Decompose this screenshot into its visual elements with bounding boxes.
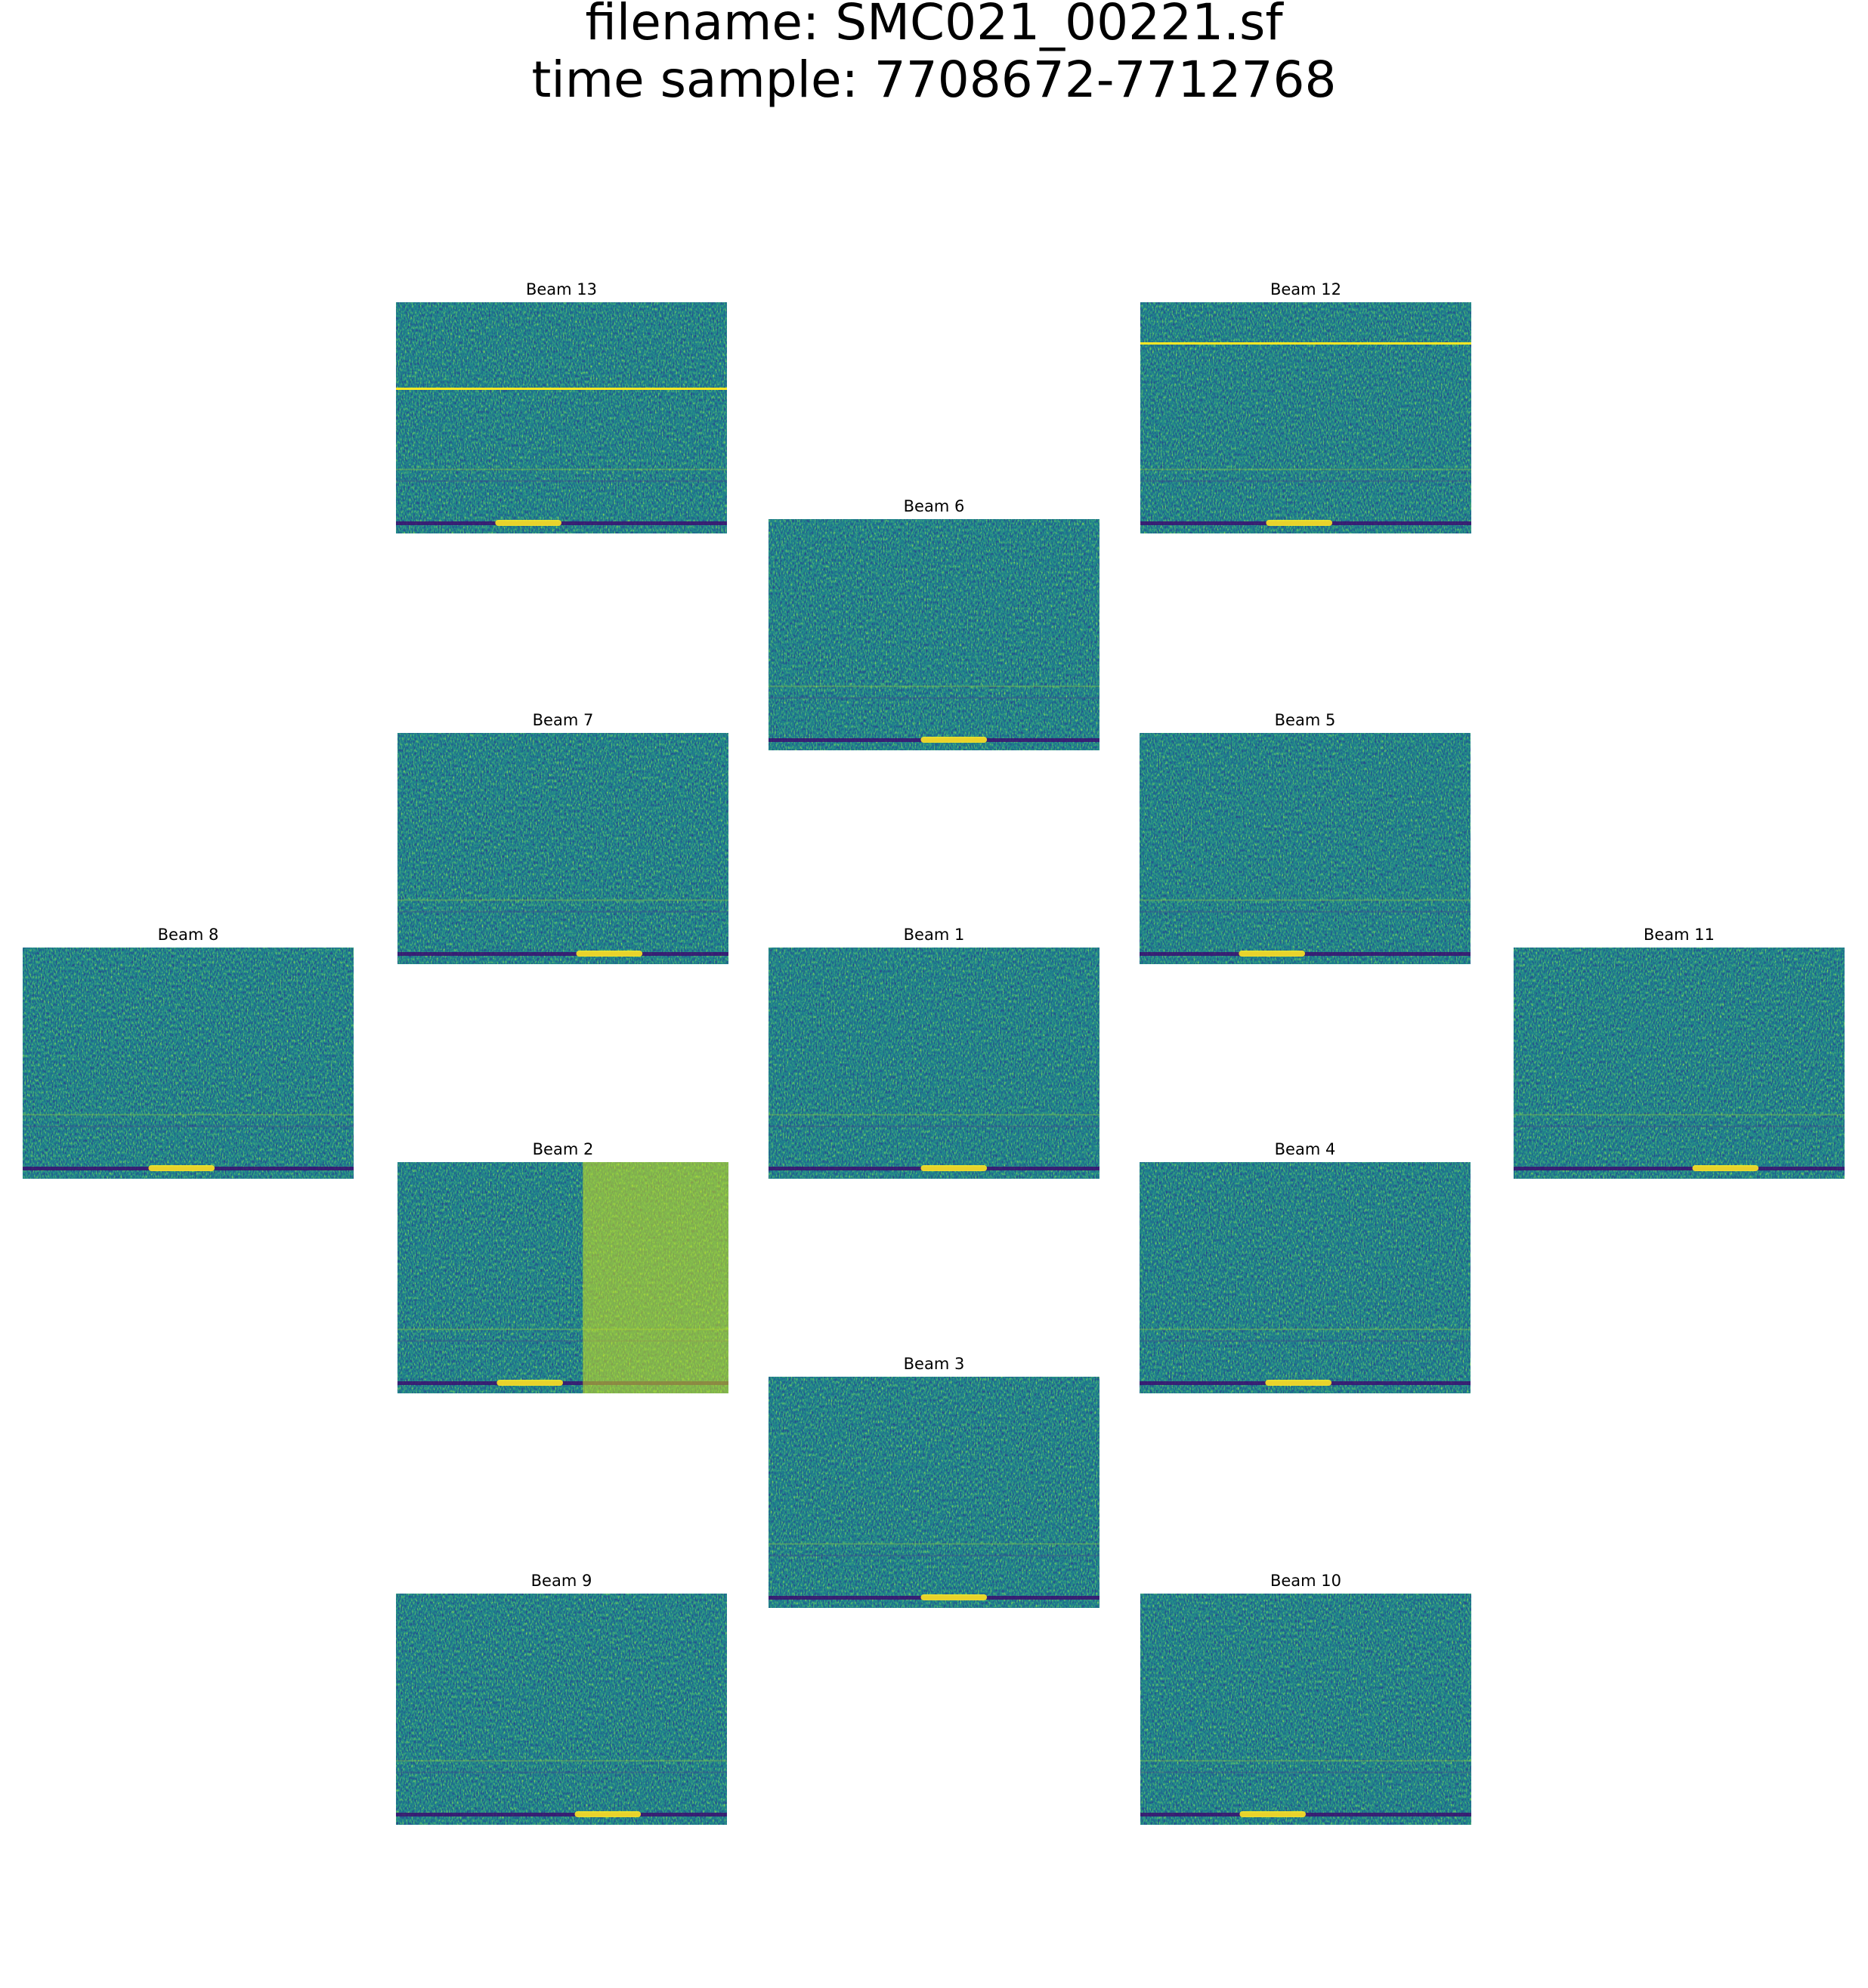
spectrogram (1140, 733, 1471, 964)
channel-line (769, 1114, 1099, 1116)
spectrogram (769, 1377, 1099, 1608)
band (148, 1165, 215, 1171)
band (396, 1813, 727, 1816)
panel-title: Beam 12 (1270, 280, 1341, 298)
band (1692, 1165, 1759, 1171)
channel-line (396, 468, 727, 471)
spectrogram (23, 948, 354, 1179)
channel-line (397, 1328, 728, 1331)
band (1265, 1380, 1332, 1386)
panel-title: Beam 8 (158, 926, 219, 944)
channel-line (1140, 1771, 1471, 1773)
spectrogram (1514, 948, 1845, 1179)
panel-title: Beam 11 (1644, 926, 1715, 944)
channel-line (1140, 899, 1471, 901)
title-line: filename: SMC021_00221.sf (585, 0, 1284, 51)
panel-title: Beam 9 (531, 1572, 592, 1590)
channel-line (1140, 1760, 1471, 1762)
panel: Beam 13 (396, 280, 727, 533)
panel-title: Beam 13 (526, 280, 597, 298)
channel-line (23, 1114, 354, 1116)
channel-line (397, 1340, 728, 1342)
channel-line (1514, 1125, 1845, 1127)
panel-title: Beam 1 (904, 926, 965, 944)
spectrogram (397, 733, 728, 964)
band (396, 521, 727, 525)
band (920, 1165, 988, 1171)
panel: Beam 8 (23, 926, 354, 1179)
channel-line (396, 1771, 727, 1773)
band (495, 520, 561, 526)
panel: Beam 12 (1140, 280, 1471, 533)
panel: Beam 7 (397, 711, 728, 964)
panel: Beam 4 (1140, 1140, 1471, 1393)
channel-line (397, 899, 728, 901)
channel-line (1140, 342, 1471, 345)
panel-title: Beam 4 (1275, 1140, 1336, 1158)
channel-line (769, 697, 1099, 699)
panel: Beam 3 (769, 1355, 1099, 1608)
channel-line (396, 1760, 727, 1762)
band (1140, 1813, 1471, 1816)
channel-line (1140, 480, 1471, 482)
channel-line (769, 1554, 1099, 1557)
channel-line (397, 911, 728, 913)
panel: Beam 10 (1140, 1572, 1471, 1825)
panel-title: Beam 7 (533, 711, 594, 729)
channel-line (396, 388, 727, 390)
band (1239, 951, 1305, 957)
panel: Beam 1 (769, 926, 1099, 1179)
burst (583, 1162, 728, 1393)
channel-line (769, 1125, 1099, 1127)
band (1140, 952, 1471, 956)
band (920, 737, 988, 743)
band (920, 1594, 988, 1600)
channel-line (1140, 1328, 1471, 1331)
spectrogram (1140, 1594, 1471, 1825)
title-line: time sample: 7708672-7712768 (532, 51, 1337, 109)
band (574, 1811, 642, 1817)
panel-title: Beam 6 (904, 497, 965, 515)
panel-title: Beam 5 (1275, 711, 1336, 729)
channel-line (1140, 911, 1471, 913)
panel: Beam 11 (1514, 926, 1845, 1179)
channel-line (1140, 1340, 1471, 1342)
band (397, 1381, 728, 1385)
panel: Beam 5 (1140, 711, 1471, 964)
panel: Beam 9 (396, 1572, 727, 1825)
channel-line (396, 480, 727, 482)
band (1266, 520, 1333, 526)
band (1514, 1167, 1845, 1170)
spectrogram (396, 1594, 727, 1825)
spectrogram (1140, 1162, 1471, 1393)
channel-line (1514, 1114, 1845, 1116)
channel-line (1140, 468, 1471, 471)
spectrogram (1140, 302, 1471, 533)
channel-line (23, 1125, 354, 1127)
band (397, 952, 728, 956)
channel-line (769, 1543, 1099, 1545)
panel-title: Beam 3 (904, 1355, 965, 1373)
spectrogram (769, 519, 1099, 750)
band (576, 951, 643, 957)
band (1239, 1811, 1306, 1817)
panel-title: Beam 10 (1270, 1572, 1341, 1590)
panel-title: Beam 2 (533, 1140, 594, 1158)
channel-line (769, 685, 1099, 688)
spectrogram (769, 948, 1099, 1179)
panel: Beam 2 (397, 1140, 728, 1393)
band (496, 1380, 563, 1386)
spectrogram (396, 302, 727, 533)
panel: Beam 6 (769, 497, 1099, 750)
